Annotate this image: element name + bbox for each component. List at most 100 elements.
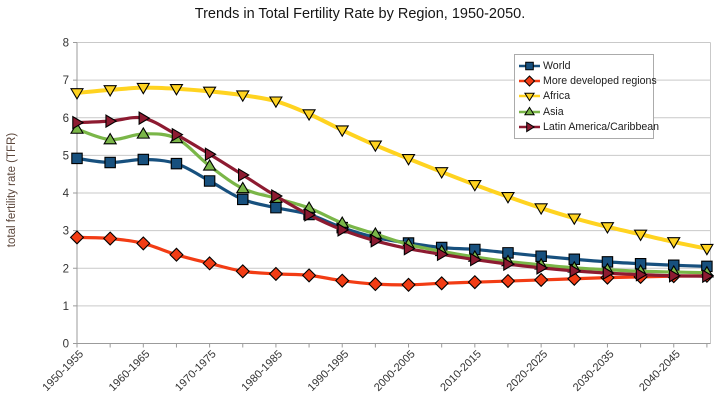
y-tick-label: 1 <box>63 301 69 313</box>
series-marker-latin-america-caribbean <box>238 167 250 182</box>
africa-series-marker-icon <box>519 93 540 103</box>
series-marker-more-developed-regions <box>467 274 483 290</box>
series-marker-africa <box>666 237 681 249</box>
series-marker-world <box>137 153 150 166</box>
legend-label: More developed regions <box>543 75 657 88</box>
legend-label: World <box>543 59 571 72</box>
series-marker-africa <box>534 203 549 216</box>
series-marker-world <box>601 256 614 268</box>
series-marker-more-developed-regions <box>533 272 549 288</box>
series-marker-africa <box>136 82 151 95</box>
y-tick-label: 6 <box>63 113 69 125</box>
x-tick-label: 2020-2025 <box>505 348 551 394</box>
series-marker-more-developed-regions <box>69 230 85 245</box>
series-marker-africa <box>268 96 283 109</box>
series-marker-africa <box>434 167 449 180</box>
series-marker-asia <box>235 181 250 194</box>
x-tick-label: 2000-2005 <box>372 348 418 394</box>
y-tick-label: 0 <box>63 339 69 351</box>
series-marker-latin-america-caribbean <box>403 241 416 256</box>
asia-series-marker-icon <box>519 106 540 116</box>
x-tick-label: 1950-1955 <box>40 348 86 394</box>
series-marker-world <box>634 257 647 270</box>
series-marker-more-developed-regions <box>268 266 284 282</box>
series-marker-world <box>469 243 481 256</box>
legend-label: Latin America/Caribbean <box>543 121 660 134</box>
series-marker-world <box>170 157 183 170</box>
chart-title: Trends in Total Fertility Rate by Region… <box>194 6 526 22</box>
series-marker-latin-america-caribbean <box>668 268 681 283</box>
series-marker-latin-america-caribbean <box>204 147 217 162</box>
series-marker-latin-america-caribbean <box>436 247 449 262</box>
series-marker-latin-america-caribbean <box>470 252 482 267</box>
series-marker-africa <box>302 109 317 122</box>
y-tick-label: 3 <box>63 226 69 238</box>
series-marker-more-developed-regions <box>169 247 184 262</box>
series-marker-africa <box>699 243 714 256</box>
y-tick-label: 7 <box>63 75 69 87</box>
series-marker-africa <box>467 179 482 192</box>
legend-item-more-developed-regions: More developed regions <box>519 73 657 88</box>
world-series-marker-icon <box>519 61 540 70</box>
legend: World More developed regions Africa Asia… <box>514 54 659 139</box>
series-marker-africa <box>567 213 582 226</box>
series-marker-more-developed-regions <box>368 276 383 292</box>
latin-america-caribbean-series-marker-icon <box>519 121 540 133</box>
series-marker-latin-america-caribbean <box>602 266 615 281</box>
series-marker-africa <box>235 90 250 103</box>
series-marker-more-developed-regions <box>500 273 516 289</box>
y-tick-label: 4 <box>63 188 70 200</box>
series-marker-africa <box>401 154 416 166</box>
series-marker-latin-america-caribbean <box>72 115 85 130</box>
series-marker-latin-america-caribbean <box>138 111 151 126</box>
x-tick-label: 1970-1975 <box>173 348 219 394</box>
series-marker-asia <box>103 132 118 145</box>
series-marker-world <box>71 152 83 165</box>
series-marker-latin-america-caribbean <box>635 267 648 282</box>
y-tick-label: 8 <box>63 38 69 50</box>
series-marker-latin-america-caribbean <box>702 269 714 284</box>
series-marker-africa <box>501 192 515 204</box>
series-marker-latin-america-caribbean <box>271 189 284 203</box>
legend-label: Africa <box>543 90 571 103</box>
series-marker-africa <box>103 85 118 97</box>
series-marker-africa <box>202 86 217 99</box>
series-marker-more-developed-regions <box>102 231 118 246</box>
series-marker-more-developed-regions <box>202 256 217 271</box>
series-marker-world <box>535 250 547 262</box>
series-marker-latin-america-caribbean <box>503 257 516 272</box>
series-marker-latin-america-caribbean <box>171 127 184 142</box>
series-marker-world <box>568 253 581 265</box>
series-marker-latin-america-caribbean <box>569 263 582 278</box>
more-developed-regions-series-marker-icon <box>519 75 540 87</box>
series-marker-latin-america-caribbean <box>370 233 383 248</box>
x-tick-label: 2010-2015 <box>438 348 484 394</box>
series-marker-more-developed-regions <box>235 264 250 279</box>
series-marker-world <box>104 156 116 169</box>
series-marker-world <box>502 247 514 259</box>
series-marker-africa <box>633 229 648 242</box>
series-marker-latin-america-caribbean <box>105 114 118 129</box>
series-marker-africa <box>70 88 84 101</box>
legend-item-world: World <box>519 58 649 73</box>
x-tick-label: 2040-2045 <box>637 348 683 394</box>
series-marker-world <box>237 193 249 206</box>
series-line-world <box>76 156 707 268</box>
series-marker-africa <box>169 84 184 96</box>
series-marker-latin-america-caribbean <box>536 260 549 275</box>
x-tick-label: 1960-1965 <box>107 348 153 394</box>
series-marker-more-developed-regions <box>401 277 416 292</box>
x-tick-label: 1980-1985 <box>239 348 285 394</box>
y-tick-label: 5 <box>63 150 69 162</box>
series-marker-latin-america-caribbean <box>337 222 350 237</box>
legend-label: Asia <box>543 105 564 118</box>
series-marker-asia <box>202 158 217 171</box>
series-marker-africa <box>335 125 350 138</box>
series-marker-more-developed-regions <box>136 236 151 251</box>
legend-item-africa: Africa <box>519 89 649 104</box>
y-tick-label: 2 <box>63 263 69 275</box>
series-marker-africa <box>600 222 615 234</box>
series-marker-world <box>270 201 282 214</box>
series-marker-more-developed-regions <box>434 276 449 291</box>
